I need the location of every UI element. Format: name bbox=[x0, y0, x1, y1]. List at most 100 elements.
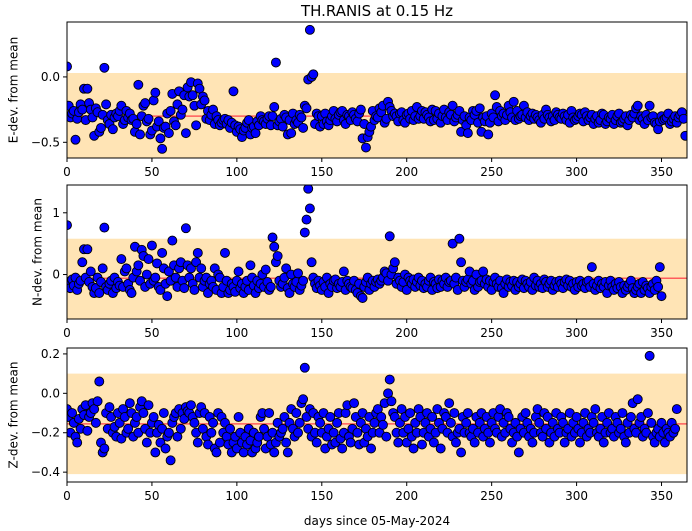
z-data-point bbox=[186, 400, 196, 411]
n-data-point bbox=[196, 263, 207, 274]
z-data-point bbox=[503, 412, 514, 422]
z-data-point bbox=[405, 408, 416, 418]
n-data-point bbox=[67, 220, 72, 231]
z-data-point bbox=[345, 437, 356, 448]
z-y-tick-label: −0.2 bbox=[31, 426, 60, 440]
z-data-point bbox=[189, 417, 200, 428]
n-data-point bbox=[180, 223, 191, 234]
z-data-point bbox=[311, 437, 322, 448]
z-data-point bbox=[138, 408, 149, 418]
z-data-point bbox=[175, 423, 186, 434]
e-data-point bbox=[269, 102, 280, 112]
z-data-point bbox=[520, 408, 531, 418]
z-data-point bbox=[150, 447, 161, 458]
z-data-point bbox=[598, 437, 609, 448]
z-data-point bbox=[332, 417, 343, 428]
e-points bbox=[67, 24, 687, 154]
z-data-point bbox=[67, 408, 78, 418]
e-x-tick-label: 300 bbox=[565, 165, 588, 179]
z-data-point bbox=[671, 404, 682, 415]
e-y-axis-label: E-dev. from mean bbox=[7, 37, 21, 143]
n-data-point bbox=[304, 203, 315, 214]
e-data-point bbox=[632, 100, 643, 111]
e-data-point bbox=[140, 98, 151, 109]
e-data-point bbox=[163, 128, 174, 139]
z-x-tick-label: 200 bbox=[395, 489, 418, 503]
z-data-point bbox=[325, 412, 336, 422]
n-data-point bbox=[384, 231, 395, 242]
n-data-point bbox=[447, 238, 458, 249]
z-data-point bbox=[428, 437, 439, 448]
z-x-tick-label: 300 bbox=[565, 489, 588, 503]
n-data-point bbox=[94, 288, 105, 299]
e-data-point bbox=[474, 103, 485, 114]
z-data-point bbox=[617, 408, 628, 418]
z-y-tick-label: −0.4 bbox=[31, 465, 60, 479]
z-data-point bbox=[456, 447, 467, 458]
n-data-point bbox=[456, 257, 467, 268]
e-data-point bbox=[133, 79, 144, 90]
z-data-point bbox=[534, 417, 545, 428]
z-data-point bbox=[192, 437, 203, 448]
e-data-point bbox=[490, 90, 501, 101]
z-data-point bbox=[163, 427, 174, 438]
z-data-point bbox=[588, 417, 599, 428]
e-data-point bbox=[308, 69, 319, 80]
n-x-tick-label: 250 bbox=[480, 326, 503, 340]
panel-n: 0 50 100 150 200 250 300 350 0 1 N-dev. from mean bbox=[31, 184, 688, 340]
z-data-point bbox=[291, 408, 302, 418]
n-y-tick-label: 0 bbox=[52, 268, 60, 282]
z-data-point bbox=[99, 443, 110, 454]
n-data-point bbox=[162, 291, 173, 302]
n-data-point bbox=[192, 247, 203, 258]
z-data-point bbox=[92, 396, 103, 407]
z-data-point bbox=[620, 437, 631, 448]
n-data-point bbox=[85, 266, 96, 277]
n-x-tick-label: 50 bbox=[144, 326, 159, 340]
z-data-point bbox=[281, 437, 292, 448]
z-axes-frame bbox=[66, 347, 688, 483]
z-data-point bbox=[559, 437, 570, 448]
e-data-point bbox=[157, 143, 168, 154]
e-data-point bbox=[67, 61, 72, 72]
z-y-tick-label: 0.0 bbox=[41, 386, 60, 400]
z-x-tick-label: 50 bbox=[144, 489, 159, 503]
e-data-point bbox=[191, 120, 202, 131]
e-data-point bbox=[107, 124, 118, 135]
n-data-point bbox=[143, 254, 154, 265]
z-data-point bbox=[72, 437, 83, 448]
z-data-point bbox=[298, 394, 309, 405]
z-data-point bbox=[90, 417, 101, 428]
n-data-point bbox=[77, 257, 88, 268]
n-x-tick-label: 300 bbox=[565, 326, 588, 340]
e-data-point bbox=[355, 104, 366, 115]
z-data-point bbox=[449, 408, 460, 418]
z-data-point bbox=[349, 398, 360, 409]
z-data-point bbox=[160, 443, 171, 454]
e-data-point bbox=[228, 86, 239, 97]
z-data-point bbox=[165, 455, 176, 466]
e-x-tick-label: 100 bbox=[225, 165, 248, 179]
z-data-point bbox=[513, 447, 524, 458]
n-data-point bbox=[152, 258, 162, 269]
e-data-point bbox=[361, 142, 371, 153]
e-y-tick-label: 0.0 bbox=[41, 70, 60, 84]
z-data-point bbox=[158, 408, 169, 418]
n-data-point bbox=[245, 260, 256, 271]
z-data-point bbox=[632, 394, 643, 405]
z-data-point bbox=[337, 443, 348, 454]
e-data-point bbox=[143, 113, 154, 124]
e-data-point bbox=[101, 99, 112, 110]
z-data-point bbox=[299, 362, 310, 373]
z-data-point bbox=[393, 437, 404, 448]
n-data-point bbox=[260, 264, 271, 275]
e-data-point bbox=[277, 121, 288, 132]
n-data-point bbox=[141, 269, 152, 280]
z-data-point bbox=[328, 427, 339, 438]
z-data-point bbox=[485, 437, 495, 448]
z-data-point bbox=[225, 423, 236, 434]
e-data-point bbox=[153, 116, 164, 127]
e-data-point bbox=[462, 128, 473, 139]
z-data-point bbox=[315, 417, 326, 428]
z-data-point bbox=[408, 443, 419, 454]
